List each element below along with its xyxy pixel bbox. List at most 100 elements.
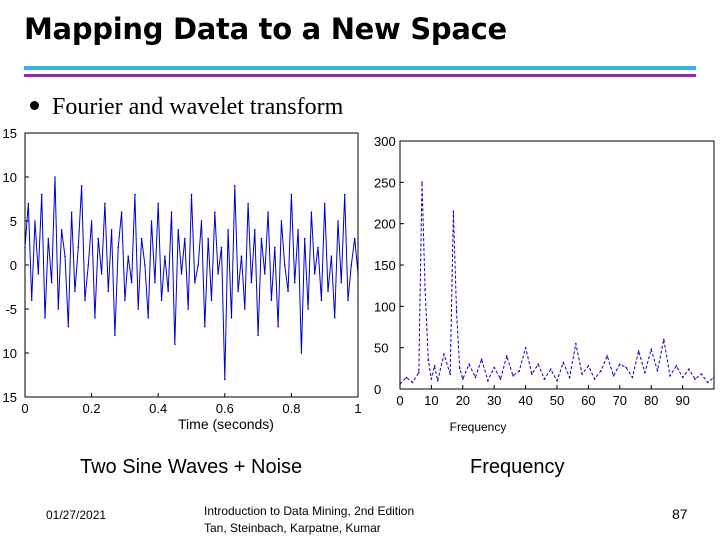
freq-chart-data-point (537, 363, 539, 366)
freq-chart-data-point (455, 309, 458, 312)
time-chart-data-point (224, 378, 226, 381)
freq-chart-data-point (681, 376, 684, 379)
freq-chart-data-point (443, 353, 445, 356)
time-chart-data-point (283, 264, 286, 266)
time-chart-data-point (57, 308, 60, 310)
time-chart-data-point (120, 211, 123, 213)
freq-chart-data-point (418, 371, 420, 374)
time-chart-data-point (147, 317, 150, 319)
time-chart-data-point (280, 220, 283, 222)
time-chart-data-point (300, 352, 303, 354)
freq-chart-xtick-label: 60 (581, 393, 595, 408)
freq-chart-data-point (493, 366, 496, 369)
time-chart-xaxis-label: Time (seconds) (178, 416, 274, 432)
time-chart-data-point (214, 211, 216, 213)
time-chart-data-point (310, 211, 313, 213)
time-chart-axes-frame (24, 132, 359, 398)
time-chart-data-point (180, 273, 183, 275)
time-chart-data-point (357, 273, 359, 275)
freq-chart-ytick-label: 250 (374, 175, 396, 190)
bullet-item: Fourier and wavelet transform (30, 94, 343, 121)
time-chart-data-point (27, 202, 30, 205)
footer-book-title: Introduction to Data Mining, 2nd Edition (204, 504, 415, 518)
freq-chart-xtick-label: 30 (487, 393, 501, 408)
freq-chart-ytick-label: 0 (374, 382, 381, 397)
time-chart-data-point (250, 281, 253, 284)
time-chart-xtick-label: 0.6 (216, 401, 234, 416)
freq-chart-data-point (531, 373, 533, 375)
time-chart-data-point (87, 264, 90, 266)
freq-chart-data-point (487, 379, 489, 382)
time-chart-data-point (307, 308, 309, 310)
time-chart-ytick-label: 15 (3, 126, 17, 141)
freq-chart-data-point (480, 358, 483, 361)
time-chart-data-point (104, 202, 106, 205)
freq-chart-data-point (433, 365, 436, 367)
time-chart-data-point (217, 273, 219, 275)
time-chart-data-point (290, 193, 293, 196)
time-chart-data-point (127, 255, 130, 257)
time-chart-data-point (50, 281, 53, 284)
time-chart-data-point (317, 246, 319, 249)
freq-chart-data-point (499, 378, 502, 380)
freq-chart-data-point (524, 346, 527, 349)
freq-chart-xtick-label: 0 (396, 393, 403, 408)
time-chart-data-point (107, 290, 110, 293)
freq-chart-ytick-label: 100 (374, 299, 396, 314)
time-chart-data-point (263, 273, 266, 275)
footer-citation: Introduction to Data Mining, 2nd Edition… (204, 503, 414, 537)
freq-chart-data-point (575, 342, 577, 345)
time-chart-data-point (323, 202, 326, 205)
time-chart-data-point (253, 229, 256, 231)
freq-chart-data-point (669, 374, 671, 377)
time-chart-data-point (67, 325, 70, 328)
time-chart-data-point (44, 317, 46, 319)
time-chart-data-point (124, 299, 126, 302)
time-chart-data-point (313, 273, 316, 275)
time-chart-data-point (220, 246, 223, 249)
time-chart-data-point (200, 220, 203, 222)
freq-chart-axes-frame (399, 140, 715, 390)
freq-chart-ytick-label: 50 (374, 341, 388, 356)
time-chart-data-point (277, 325, 279, 328)
time-chart-data-point (34, 220, 36, 222)
time-chart-data-point (157, 202, 159, 205)
time-chart-data-point (60, 229, 63, 231)
time-chart-data-point (164, 255, 166, 257)
freq-chart-ytick-label: 150 (374, 258, 396, 273)
title-rule-bottom (24, 74, 696, 77)
freq-chart-data-point (458, 367, 461, 370)
time-chart-data-point (297, 229, 299, 231)
time-chart-data-point (37, 273, 40, 275)
time-chart-data-point (140, 237, 143, 240)
freq-chart-xtick-label: 80 (644, 393, 658, 408)
time-chart-data-point (207, 237, 209, 240)
time-chart-ytick-label: 0 (10, 258, 17, 273)
time-chart-data-point (353, 237, 356, 240)
freq-chart-data-point (543, 378, 546, 380)
freq-chart-xtick-label: 20 (456, 393, 470, 408)
freq-chart-ytick-label: 200 (374, 217, 396, 232)
time-chart-xtick-label: 0.4 (149, 401, 167, 416)
time-chart-data-point (47, 237, 50, 240)
time-chart-data-point (90, 220, 93, 222)
page-number: 87 (672, 506, 688, 522)
bullet-dot-icon (30, 101, 39, 110)
time-chart-data-point (64, 255, 66, 257)
time-chart-data-point (144, 264, 146, 266)
time-chart-data-point (343, 193, 346, 196)
time-chart-data-point (330, 255, 333, 257)
time-chart-data-point (54, 176, 56, 178)
freq-chart-xtick-label: 50 (550, 393, 564, 408)
time-chart-data-point (210, 299, 213, 302)
time-chart-data-point (270, 299, 273, 302)
time-chart-data-point (170, 211, 173, 213)
time-chart-data-point (24, 246, 26, 249)
freq-chart-data-point (688, 368, 690, 370)
freq-chart-data-point (706, 381, 709, 384)
slide-title: Mapping Data to a New Space (24, 12, 507, 46)
bullet-text: Fourier and wavelet transform (52, 94, 344, 120)
time-chart-data-point (174, 343, 176, 346)
freq-chart-data-point (411, 381, 414, 384)
